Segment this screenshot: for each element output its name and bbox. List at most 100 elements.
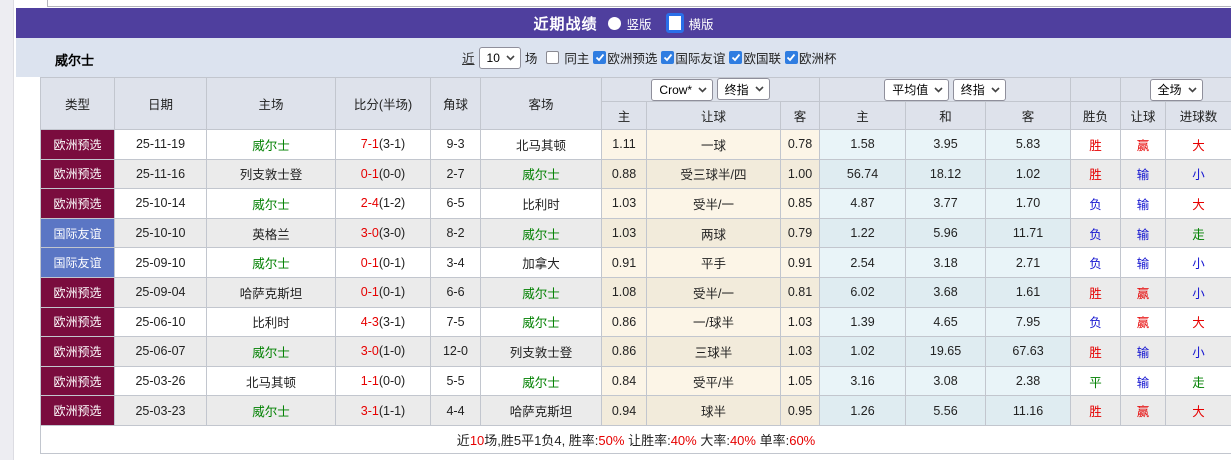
odds-away-cell: 0.85 [779, 188, 821, 219]
home-team-cell: 威尔士 [206, 395, 336, 426]
date-cell: 25-06-07 [114, 336, 207, 367]
result-goals-cell: 走 [1165, 365, 1231, 397]
odds-home-cell: 0.84 [601, 365, 647, 397]
score-fulltime: 0-1 [360, 255, 379, 270]
avg-home-cell: 2.54 [819, 247, 907, 278]
avg-away-cell: 1.02 [985, 158, 1072, 190]
recent-link[interactable]: 近 [462, 52, 475, 66]
score-fulltime: 0-1 [360, 285, 379, 300]
avg-home-cell: 56.74 [819, 158, 907, 190]
avg-select-value: 平均值 [892, 83, 929, 97]
result-wdl-cell: 胜 [1070, 336, 1122, 367]
date-cell: 25-03-26 [114, 365, 207, 397]
competition-filter-friendly: 国际友谊 [661, 48, 725, 67]
filter-bar: 威尔士 近 10 场 同主 欧洲预选 国际友谊 欧国联 [16, 38, 1231, 77]
table-row: 欧洲预选 25-03-23 威尔士 3-1(1-1) 4-4 哈萨克斯坦 0.9… [40, 395, 1231, 426]
avg-home-cell: 1.26 [819, 395, 907, 426]
odds-handicap-cell: 球半 [646, 395, 781, 426]
summary-handicap-rate: 40% [670, 432, 697, 448]
scope-select-cell: 全场 [1120, 77, 1231, 102]
away-team-cell: 威尔士 [480, 158, 602, 190]
same-home-checkbox[interactable] [546, 51, 560, 64]
recent-suffix-label: 场 [524, 52, 538, 66]
score-cell: 1-1(0-0) [335, 365, 431, 397]
odds-handicap-cell: 一球 [646, 129, 781, 160]
avg-away-cell: 2.71 [985, 247, 1072, 278]
col-header-type: 类型 [40, 77, 115, 130]
euro-qual-checkbox[interactable] [593, 51, 607, 64]
avg-draw-cell: 5.96 [905, 217, 987, 249]
table-row: 欧洲预选 25-06-07 威尔士 3-0(1-0) 12-0 列支敦士登 0.… [40, 336, 1231, 367]
odds-home-cell: 0.86 [601, 306, 647, 338]
summary-text: 大率: [696, 432, 730, 448]
result-goals-cell: 小 [1165, 336, 1231, 367]
recent-count-select[interactable]: 10 [478, 46, 521, 69]
vertical-radio-label: 竖版 [626, 17, 652, 32]
date-cell: 25-09-04 [114, 276, 207, 308]
score-halftime: (0-1) [378, 255, 406, 270]
summary-text: 单率: [755, 432, 790, 448]
check-icon [595, 53, 605, 62]
summary-text: 近 [456, 432, 470, 448]
friendly-checkbox[interactable] [661, 51, 675, 64]
nations-league-checkbox[interactable] [729, 51, 743, 64]
view-option-horizontal: 横版 [665, 13, 714, 33]
score-halftime: (3-1) [378, 314, 406, 329]
euro-cup-checkbox[interactable] [784, 51, 798, 64]
odds-handicap-cell: 两球 [646, 217, 781, 249]
avg-away-cell: 1.70 [985, 188, 1072, 219]
col-header-score: 比分(半场) [335, 77, 431, 130]
corner-cell: 8-2 [430, 217, 481, 249]
col-header-odds-handicap: 让球 [646, 101, 781, 130]
same-home-label: 同主 [564, 52, 590, 66]
avg-draw-cell: 19.65 [905, 336, 987, 367]
check-icon [731, 53, 741, 62]
odds-handicap-cell: 受三球半/四 [646, 158, 781, 190]
result-goals-cell: 小 [1165, 158, 1231, 190]
horizontal-radio[interactable] [665, 13, 684, 33]
scope-select[interactable]: 全场 [1149, 78, 1203, 101]
corner-cell: 9-3 [430, 129, 481, 160]
odds-away-cell: 1.00 [779, 158, 821, 190]
check-icon [663, 53, 673, 62]
home-team-cell: 威尔士 [206, 336, 336, 367]
odds-source-select[interactable]: Crow* [651, 78, 714, 101]
result-goals-cell: 大 [1165, 188, 1231, 219]
date-cell: 25-06-10 [114, 306, 207, 338]
score-halftime: (0-0) [378, 374, 406, 389]
odds-handicap-cell: 一/球半 [646, 306, 781, 338]
panel-title: 近期战绩 [533, 15, 598, 33]
col-header-date: 日期 [114, 77, 207, 130]
col-header-result-handicap: 让球 [1120, 101, 1167, 130]
table-row: 国际友谊 25-09-10 威尔士 0-1(0-1) 3-4 加拿大 0.91 … [40, 247, 1231, 278]
odds-away-cell: 0.81 [779, 276, 821, 308]
avg-home-cell: 6.02 [819, 276, 907, 308]
summary-text: 场,胜5平1负4, 胜率: [484, 432, 599, 448]
odds-away-cell: 0.91 [779, 247, 821, 278]
odds-stage-select[interactable]: 终指 [716, 78, 770, 101]
result-wdl-cell: 负 [1070, 247, 1122, 278]
odds-home-cell: 0.94 [601, 395, 647, 426]
odds-handicap-cell: 平手 [646, 247, 781, 278]
away-team-cell: 北马其顿 [480, 129, 602, 160]
avg-select[interactable]: 平均值 [884, 78, 950, 101]
table-row: 欧洲预选 25-06-10 比利时 4-3(3-1) 7-5 威尔士 0.86 … [40, 306, 1231, 338]
result-handicap-cell: 赢 [1120, 276, 1167, 308]
title-bar: 近期战绩 竖版 横版 [16, 8, 1231, 38]
result-handicap-cell: 赢 [1120, 395, 1167, 426]
odds-home-cell: 1.03 [601, 188, 647, 219]
avg-home-cell: 3.16 [819, 365, 907, 397]
avg-draw-cell: 3.08 [905, 365, 987, 397]
vertical-radio[interactable] [608, 16, 622, 30]
summary-row: 近10场,胜5平1负4, 胜率:50% 让胜率:40% 大率:40% 单率:60… [39, 424, 1231, 454]
match-type-badge: 国际友谊 [40, 217, 115, 249]
avg-stage-select[interactable]: 终指 [952, 78, 1006, 101]
score-cell: 0-1(0-1) [335, 247, 431, 278]
corner-cell: 4-4 [430, 395, 481, 426]
scope-select-value: 全场 [1157, 83, 1182, 97]
score-fulltime: 3-0 [360, 226, 379, 241]
friendly-label: 国际友谊 [675, 52, 726, 66]
header-selects-row: 类型 日期 主场 比分(半场) 角球 客场 Crow* 终指 [40, 77, 1231, 130]
date-cell: 25-09-10 [114, 247, 207, 278]
avg-draw-cell: 3.77 [905, 188, 987, 219]
